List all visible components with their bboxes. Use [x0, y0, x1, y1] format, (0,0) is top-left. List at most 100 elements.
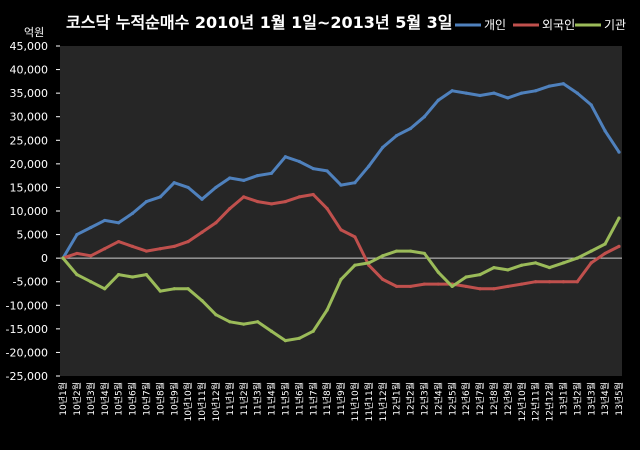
data-point [214, 221, 218, 225]
data-point [381, 145, 385, 149]
data-point [283, 339, 287, 343]
data-point [144, 199, 148, 204]
x-tick-label: 12년2월 [405, 382, 417, 416]
x-tick-label: 12년7월 [474, 382, 486, 416]
data-point [297, 159, 301, 164]
x-tick-label: 13년2월 [571, 382, 583, 416]
data-point [478, 287, 482, 291]
data-point [311, 166, 315, 171]
y-tick-label: -10,000 [6, 299, 48, 312]
x-tick-label: 10년2월 [71, 382, 83, 416]
data-point [422, 115, 426, 119]
y-tick-label: 0 [41, 252, 48, 265]
data-point [450, 89, 454, 93]
data-point [589, 261, 593, 265]
data-point [520, 91, 524, 95]
x-tick-label: 12년8월 [488, 382, 500, 416]
data-point [297, 195, 301, 199]
data-point [200, 230, 204, 234]
data-point [269, 171, 274, 175]
x-tick-label: 11년2월 [238, 382, 250, 416]
y-tick-label: -20,000 [6, 346, 48, 359]
x-tick-label: 11년9월 [335, 382, 347, 416]
data-point [492, 91, 496, 95]
data-point [339, 183, 343, 187]
data-point [422, 251, 426, 256]
data-point [506, 268, 510, 272]
data-point [506, 96, 510, 100]
data-point [478, 273, 482, 277]
data-point [256, 174, 260, 178]
data-point [395, 284, 399, 289]
data-point [492, 287, 496, 291]
data-point [561, 82, 566, 86]
data-point [297, 336, 301, 340]
data-point [464, 284, 468, 289]
x-tick-label: 10년12월 [210, 382, 222, 421]
data-point [158, 289, 162, 293]
data-point [103, 218, 107, 223]
x-tick-label: 10년3월 [85, 382, 97, 416]
x-tick-label: 10년4월 [99, 382, 111, 416]
data-point [89, 254, 93, 258]
data-point [130, 275, 135, 279]
data-point [575, 256, 579, 260]
data-point [75, 232, 79, 237]
data-point [367, 164, 371, 168]
data-point [256, 320, 260, 324]
data-point [603, 251, 607, 256]
y-tick-label: -15,000 [6, 323, 48, 336]
data-point [353, 263, 357, 267]
x-tick-label: 12년10월 [516, 382, 528, 421]
x-tick-label: 12년9월 [502, 382, 514, 416]
data-point [339, 277, 343, 281]
x-tick-label: 13년3월 [585, 382, 597, 416]
data-point [381, 254, 385, 258]
x-axis-ticks: 10년1월 10년2월 10년3월 10년4월 10년5월 10년6월 10년7월 10년8월… [57, 382, 625, 421]
data-point [283, 155, 287, 159]
data-point [520, 282, 524, 286]
data-point [325, 169, 329, 173]
x-tick-label: 11년6월 [293, 382, 305, 416]
data-point [547, 265, 552, 270]
data-point [436, 282, 440, 286]
data-point [186, 185, 190, 190]
x-tick-label: 11년10월 [349, 382, 361, 421]
data-point [534, 89, 538, 93]
x-tick-label: 11년8월 [321, 382, 333, 416]
x-tick-label: 13년5월 [613, 382, 625, 416]
legend-label-2: 기관 [604, 18, 626, 32]
y-tick-label: 45,000 [10, 40, 49, 53]
y-tick-label: 15,000 [10, 181, 49, 194]
x-tick-label: 11년4월 [266, 382, 278, 416]
data-point [228, 176, 232, 180]
data-point [311, 192, 315, 197]
y-tick-label: 5,000 [17, 229, 49, 242]
data-point [283, 199, 287, 204]
x-tick-label: 12년4월 [432, 382, 444, 416]
data-point [117, 273, 121, 277]
chart-title: 코스닥 누적순매수 2010년 1월 1일~2013년 5월 3일 [66, 13, 453, 32]
data-point [242, 195, 246, 199]
x-tick-label: 10년8월 [154, 382, 166, 416]
x-tick-label: 10년10월 [182, 382, 194, 421]
data-point [589, 249, 593, 253]
data-point [75, 273, 79, 277]
x-tick-label: 11년7월 [307, 382, 319, 416]
x-tick-label: 13년4월 [599, 382, 611, 416]
x-tick-label: 12년6월 [460, 382, 472, 416]
data-point [575, 91, 579, 95]
data-point [436, 270, 440, 274]
y-tick-label: 35,000 [10, 87, 49, 100]
data-point [144, 249, 148, 253]
x-tick-label: 12년3월 [419, 382, 431, 416]
data-point [547, 280, 552, 284]
data-point [367, 261, 371, 265]
data-point [75, 251, 79, 256]
y-tick-label: 40,000 [10, 64, 49, 77]
y-tick-label: 25,000 [10, 134, 49, 147]
series-layer [61, 82, 621, 343]
data-point [61, 256, 65, 260]
data-point [395, 133, 399, 138]
legend-label-0: 개인 [484, 18, 506, 32]
